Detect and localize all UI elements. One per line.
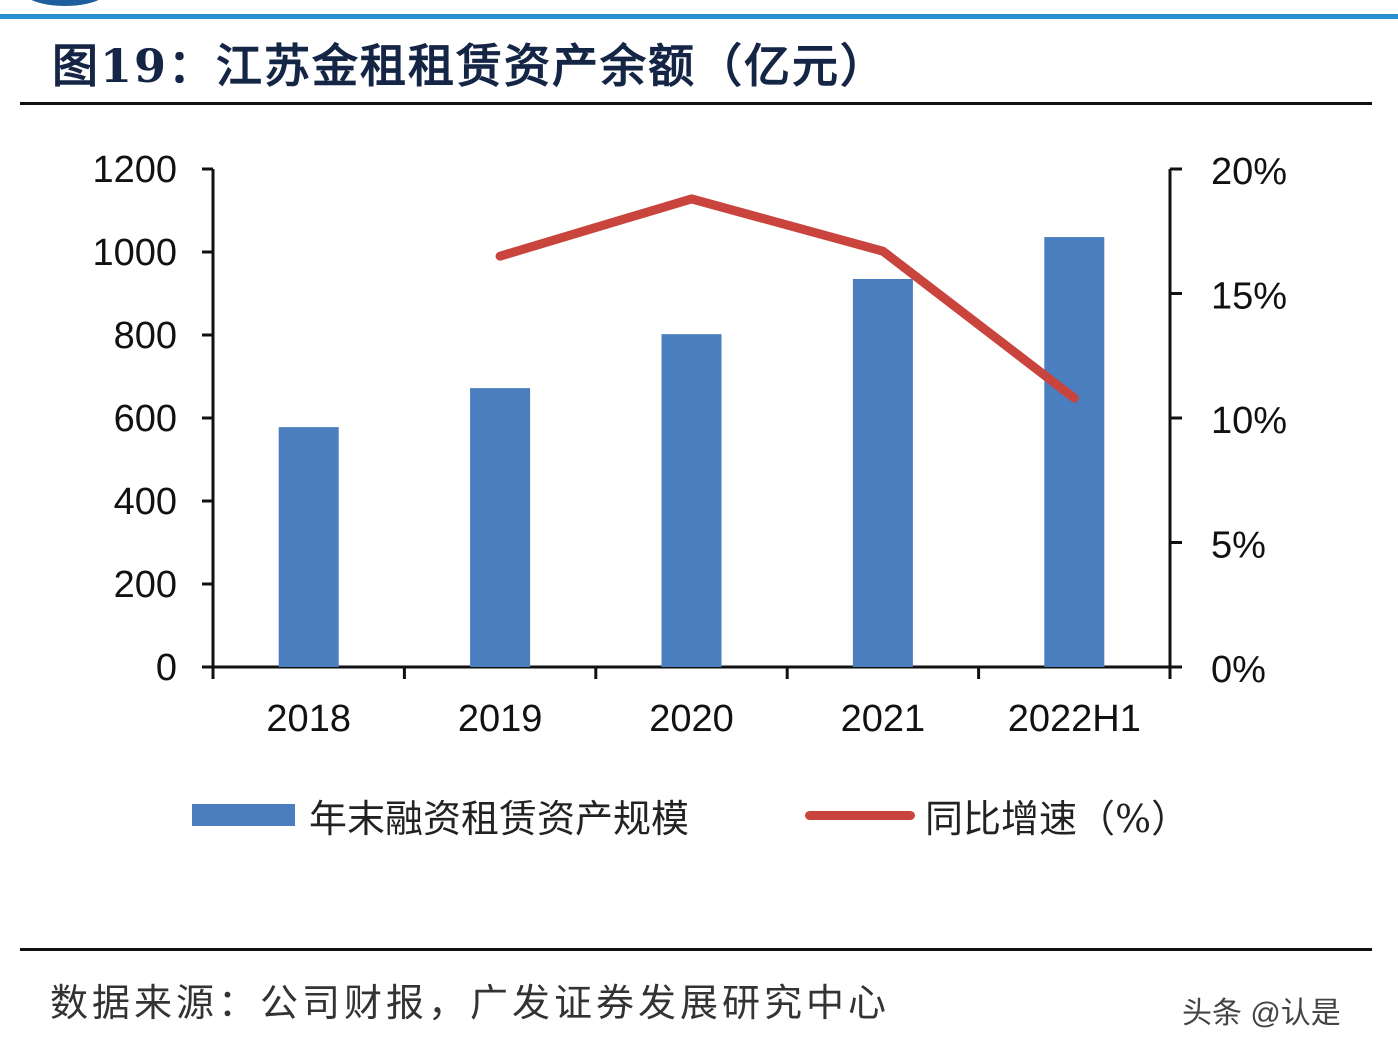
growth-line: [495, 194, 1079, 403]
footer-rule: [20, 948, 1372, 951]
header-accent-line: [0, 14, 1398, 19]
legend-item-line: 同比增速（%）: [805, 790, 1190, 841]
bar-2022H1: [1044, 237, 1105, 667]
left-tick-label: 0: [156, 647, 177, 689]
legend-label-bar: 年末融资租赁资产规模: [309, 796, 690, 841]
chart-title: 图19：江苏金租租赁资产余额（亿元）: [52, 39, 889, 93]
right-tick-label: 20%: [1211, 151, 1287, 193]
legend-item-bar: 年末融资租赁资产规模: [192, 790, 690, 841]
legend-label-line: 同比增速（%）: [925, 796, 1190, 841]
right-tick-label: 15%: [1211, 276, 1287, 318]
left-tick-label: 400: [114, 481, 177, 523]
left-tick-label: 200: [114, 564, 177, 606]
x-tick-label: 2022H1: [1008, 698, 1141, 740]
bar-2021: [852, 278, 913, 667]
x-tick-label: 2020: [649, 698, 734, 740]
left-tick-label: 1200: [92, 149, 177, 191]
bar-2019: [470, 388, 531, 667]
left-tick-label: 600: [114, 398, 177, 440]
x-tick-label: 2019: [458, 698, 543, 740]
x-tick-label: 2021: [841, 698, 926, 740]
bar-2018: [278, 427, 339, 667]
title-rule: [20, 102, 1372, 105]
bar-2020: [661, 334, 722, 667]
chart-area: 0 200 400 600 800 1000 1200 0% 5% 10% 15% 20% 2018 20…: [92, 149, 1287, 740]
legend-swatch-line: [805, 810, 915, 820]
brand-logo: [20, 0, 110, 6]
left-tick-label: 1000: [92, 232, 177, 274]
left-tick-label: 800: [114, 315, 177, 357]
right-tick-label: 0%: [1211, 649, 1266, 691]
right-tick-label: 10%: [1211, 400, 1287, 442]
right-tick-label: 5%: [1211, 525, 1266, 567]
legend-swatch-bar: [192, 804, 295, 826]
source-note: 数据来源：公司财报，广发证券发展研究中心: [50, 981, 891, 1025]
watermark: 头条 @认是: [1182, 997, 1341, 1030]
x-tick-label: 2018: [266, 698, 351, 740]
